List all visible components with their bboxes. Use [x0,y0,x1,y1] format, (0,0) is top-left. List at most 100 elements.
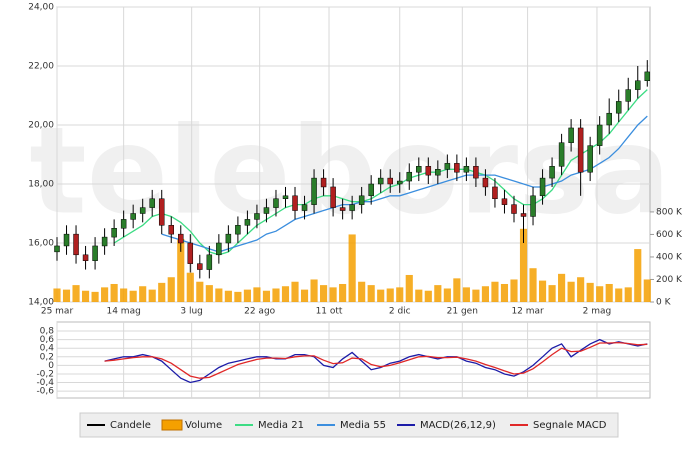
candle-body [339,207,346,211]
candle-body [577,127,584,173]
candle-body [387,177,393,185]
volume-bar [396,287,404,302]
volume-bar [510,279,518,302]
candle-body [377,177,384,185]
volume-bar [243,289,251,302]
volume-bar [339,283,347,302]
x-tick-label: 25 mar [41,307,74,317]
volume-bar [358,281,366,302]
candle-body [197,263,203,270]
candle-body [425,166,432,176]
line-series [104,338,648,384]
volume-bar [424,290,432,302]
y-tick-label: 22,00 [28,62,54,72]
candle-body [73,233,79,256]
candle-body [539,177,546,197]
candle-body [187,242,194,264]
volume-bar [348,234,356,302]
candle-body [511,204,517,214]
volume-bar [529,268,537,302]
candle-body [158,198,165,226]
x-tick-label: 2 mag [583,307,612,317]
y-tick-label: 16,00 [28,239,54,249]
candle-body [254,213,260,220]
candle-body [492,186,498,199]
volume-bar [481,286,489,302]
volume-bar [158,282,166,302]
y-tick-label: -0,6 [36,387,54,397]
candle-body [301,204,308,211]
legend-label: Segnale MACD [533,420,607,431]
candle-body [482,177,489,188]
volume-bar [605,283,613,302]
volume-bar [453,278,461,302]
volume-bar [91,291,99,302]
candle-body [587,145,593,173]
candle-body [644,71,651,82]
candle-body [139,207,146,214]
volume-bar [320,285,328,302]
x-tick-label: 11 ott [316,307,343,317]
volume-bar [196,281,204,302]
candle-body [330,186,336,208]
candle-body [454,163,460,173]
x-tick-label: 3 lug [180,307,203,317]
x-tick-label: 22 ago [244,307,276,317]
candle-body [292,195,298,211]
y-tick-label: -0,2 [36,369,54,379]
volume-bar [519,228,528,302]
candle-body [368,183,374,197]
candle-body [263,207,270,214]
candle-body [244,219,251,226]
candle-body [568,127,574,143]
volume-bar [148,289,156,302]
volume-bar [586,282,594,302]
candle-body [635,80,641,90]
volume-bar [538,280,547,302]
volume-bar [624,287,632,302]
volume-bar [139,286,147,302]
candle-body [463,166,470,173]
volume-bar [472,289,480,302]
legend-label: Candele [110,420,151,431]
candle-body [416,166,422,173]
candle-body [501,198,508,205]
y2-tick-label: 400 K [656,252,683,262]
candle-body [520,213,527,217]
volume-bar [443,288,451,302]
x-tick-label: 12 mar [511,307,544,317]
volume-bar [415,289,423,302]
volume-bar [53,288,61,302]
candle-body [406,171,413,182]
volume-bar [300,289,309,302]
y-tick-label: 14,00 [28,298,54,308]
candle-body [311,177,317,205]
candle-body [606,112,612,126]
candle-body [120,219,127,229]
x-tick-label: 14 mag [106,307,140,317]
candle-body [63,233,70,247]
volume-bar [81,290,90,302]
volume-bar [234,291,242,302]
volume-bar [615,288,623,302]
candle-body [558,142,565,167]
volume-bar [634,249,642,302]
volume-bar [329,287,337,302]
candle-body [225,233,232,244]
volume-bar [262,290,271,302]
volume-bar [215,288,223,302]
candle-body [282,195,289,200]
candle-body [549,166,555,179]
volume-bar [291,281,299,302]
volume-bar [177,238,185,302]
candle-body [130,213,136,220]
candle-body [92,245,98,261]
volume-bar [434,285,442,302]
y-tick-label: 0,6 [40,335,55,345]
volume-bar [62,289,71,302]
candle-body [615,101,622,114]
candle-body [235,225,241,235]
legend-items: Candele Volume Media 21 Media 55 MACD(26,12,… [87,419,607,431]
